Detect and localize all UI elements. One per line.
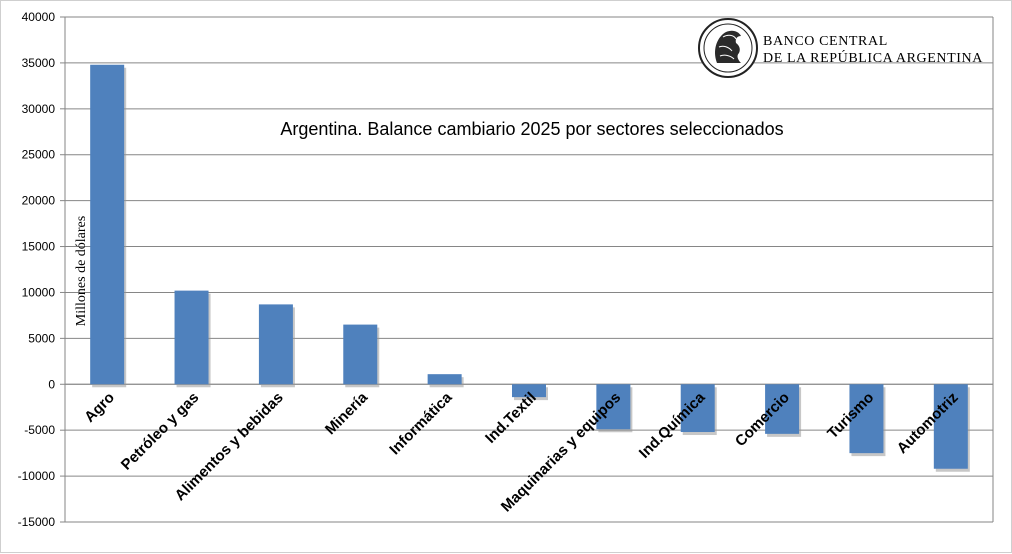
category-label: Ind.Textil — [482, 389, 540, 447]
y-tick-label: 35000 — [22, 56, 56, 70]
category-label: Informática — [386, 389, 456, 459]
y-axis-label: Millones de dólares — [74, 216, 89, 326]
bar — [258, 304, 293, 385]
y-tick-label: -15000 — [18, 515, 56, 529]
category-label: Petróleo y gas — [118, 389, 203, 474]
bar — [512, 384, 546, 398]
bar — [427, 374, 462, 385]
y-tick-label: 40000 — [22, 10, 56, 24]
y-tick-label: 30000 — [22, 102, 56, 116]
bar — [680, 384, 715, 433]
y-tick-label: 20000 — [22, 194, 56, 208]
bar — [174, 290, 209, 385]
y-tick-label: 15000 — [22, 240, 56, 254]
bars — [90, 64, 970, 472]
bar — [596, 384, 631, 430]
y-tick-label: -10000 — [18, 469, 56, 483]
chart-title: Argentina. Balance cambiario 2025 por se… — [280, 119, 783, 139]
bank-logo: BANCO CENTRAL DE LA REPÚBLICA ARGENTINA — [698, 18, 983, 78]
y-tick-label: 0 — [48, 377, 55, 391]
bank-name-line2: DE LA REPÚBLICA ARGENTINA — [763, 49, 983, 66]
bank-name-line1: BANCO CENTRAL — [763, 34, 888, 49]
bar — [849, 384, 884, 454]
bar — [765, 384, 800, 434]
bar — [933, 384, 968, 469]
y-tick-label: -5000 — [24, 423, 55, 437]
y-tick-label: 25000 — [22, 148, 56, 162]
category-label: Agro — [81, 389, 118, 426]
bank-seal-icon — [698, 18, 758, 78]
y-axis-ticks: 40000 35000 30000 25000 20000 15000 10000 5000 0… — [18, 10, 56, 529]
y-tick-label: 10000 — [22, 285, 56, 299]
y-tick-label: 5000 — [28, 331, 55, 345]
bar — [343, 324, 378, 385]
category-label: Minería — [322, 389, 372, 439]
bar — [90, 64, 125, 385]
